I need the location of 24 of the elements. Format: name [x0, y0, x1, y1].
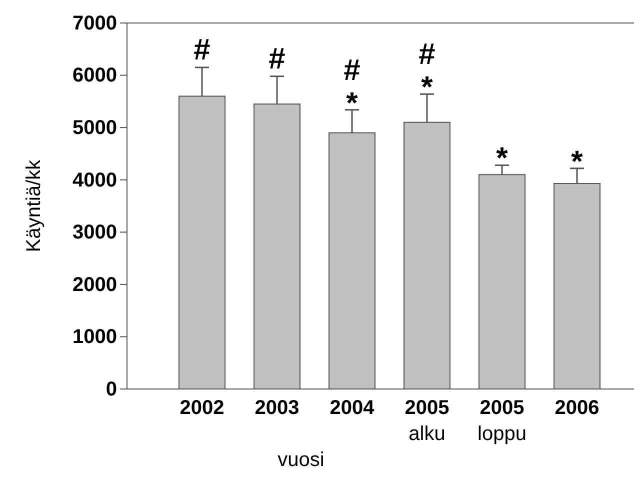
- y-tick-label: 0: [106, 378, 117, 400]
- x-tick-label: 2005 alku: [404, 397, 450, 445]
- annotation: *: [421, 71, 434, 104]
- x-tick-label: 2003: [254, 397, 300, 419]
- annotation: #: [268, 42, 286, 76]
- x-axis-title: vuosi: [278, 449, 324, 471]
- y-tick-label: 6000: [72, 64, 117, 87]
- y-tick-label: 7000: [72, 12, 117, 34]
- x-tick-label: 2006: [554, 397, 600, 419]
- annotation: #: [418, 38, 436, 72]
- annotation: #: [344, 54, 361, 87]
- y-tick-label: 5000: [72, 116, 117, 139]
- x-tick-label: 2004: [330, 397, 376, 419]
- y-tick-label: 3000: [72, 222, 117, 244]
- x-tick-label: 2002: [180, 397, 224, 419]
- annotation: *: [346, 86, 358, 120]
- y-tick-label: 4000: [72, 169, 117, 192]
- annotation: #: [194, 33, 211, 66]
- annotation: *: [496, 142, 508, 176]
- y-tick-label: 2000: [72, 274, 117, 296]
- x-tick-label: 2005 loppu: [478, 397, 526, 445]
- y-tick-label: 1000: [72, 326, 117, 348]
- annotation: *: [571, 145, 584, 178]
- y-axis-title: Käyntiä/kk: [23, 158, 45, 252]
